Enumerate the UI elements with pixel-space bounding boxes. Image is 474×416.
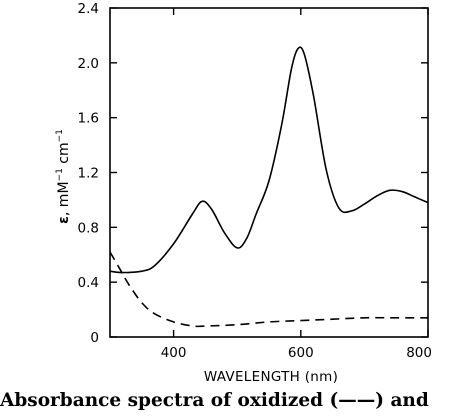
y-axis-ticks: 0 0.4 0.8 1.2 1.6 2.0 2.4 xyxy=(78,1,428,346)
x-axis-ticks: 400 600 800 xyxy=(161,8,432,361)
y-tick-label: 1.2 xyxy=(78,166,99,182)
x-tick-label: 600 xyxy=(288,345,314,361)
y-axis-title-units-b: cm xyxy=(56,142,72,168)
y-tick-label: 0.8 xyxy=(78,220,99,236)
y-axis-title-exp-b: −1 xyxy=(55,129,65,142)
x-tick-label: 400 xyxy=(161,345,187,361)
figure-caption: Absorbance spectra of oxidized (——) and xyxy=(0,390,429,411)
y-axis-title-epsilon: ε xyxy=(56,216,72,224)
oxidized-spectrum-solid-line xyxy=(109,46,429,274)
y-tick-label: 0 xyxy=(90,330,99,346)
x-tick-label: 800 xyxy=(406,345,432,361)
y-axis-title: ε, mM−1 cm−1 xyxy=(55,129,72,224)
x-axis-title: WAVELENGTH (nm) xyxy=(204,369,338,385)
y-tick-label: 2.0 xyxy=(78,56,99,72)
y-tick-label: 2.4 xyxy=(78,1,99,17)
plot-frame xyxy=(109,7,429,338)
y-axis-title-exp-a: −1 xyxy=(55,168,65,181)
y-tick-label: 1.6 xyxy=(78,111,99,127)
series-layer xyxy=(109,46,429,328)
y-axis-title-units-a: , mM xyxy=(56,181,72,216)
y-tick-label: 0.4 xyxy=(78,275,99,291)
